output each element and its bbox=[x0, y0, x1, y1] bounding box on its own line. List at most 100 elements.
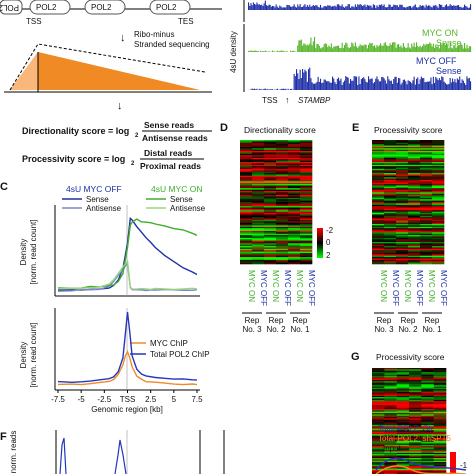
heat-cell bbox=[396, 193, 409, 196]
heat-cell bbox=[396, 179, 409, 182]
heat-cell bbox=[264, 185, 277, 188]
heat-cell bbox=[264, 262, 277, 265]
x-tick-label: 7.5 bbox=[191, 395, 203, 404]
heat-cell bbox=[420, 179, 433, 182]
track-bar bbox=[443, 81, 445, 90]
heat-cell bbox=[372, 255, 385, 258]
heat-cell bbox=[396, 185, 409, 188]
track-bar bbox=[352, 6, 354, 10]
track-bar bbox=[396, 82, 398, 90]
heat-cell bbox=[372, 443, 385, 446]
heat-cell bbox=[372, 415, 385, 418]
heat-cell bbox=[300, 160, 313, 163]
heat-cell bbox=[372, 377, 385, 379]
track-bar bbox=[410, 81, 412, 90]
heat-cell bbox=[396, 207, 409, 210]
track-bar bbox=[453, 46, 455, 52]
heat-cell bbox=[432, 141, 445, 144]
heat-cell bbox=[252, 204, 265, 207]
track-bar bbox=[321, 7, 323, 10]
track-bar bbox=[255, 50, 257, 52]
heat-cell bbox=[300, 246, 313, 248]
heat-cell bbox=[432, 255, 445, 258]
track-bar bbox=[286, 4, 288, 10]
track-bar bbox=[406, 6, 408, 10]
heat-cell bbox=[421, 435, 434, 438]
heat-cell bbox=[240, 218, 253, 221]
heat-cell bbox=[240, 202, 253, 204]
heat-cell bbox=[300, 184, 313, 186]
heat-cell bbox=[409, 443, 422, 446]
heat-cell bbox=[420, 213, 433, 215]
heat-cell bbox=[276, 179, 289, 182]
heat-cell bbox=[420, 252, 433, 255]
track-bar bbox=[380, 81, 382, 90]
heat-cell bbox=[264, 189, 277, 192]
heat-cell bbox=[252, 168, 265, 171]
track-bar bbox=[299, 4, 301, 10]
heat-cell bbox=[384, 451, 397, 454]
heat-cell bbox=[276, 254, 289, 257]
heat-cell bbox=[433, 371, 447, 374]
heat-cell bbox=[420, 215, 433, 218]
down-arrow: ↓ bbox=[120, 32, 126, 44]
heat-cell bbox=[240, 208, 253, 211]
track-bar bbox=[438, 48, 440, 52]
heat-cell bbox=[252, 184, 265, 186]
heat-cell bbox=[396, 196, 409, 199]
heat-cell bbox=[276, 195, 289, 197]
heat-cell bbox=[372, 257, 385, 259]
heat-cell bbox=[432, 206, 445, 208]
track-bar bbox=[414, 84, 416, 90]
heat-cell bbox=[432, 230, 445, 233]
heat-cell bbox=[421, 447, 434, 450]
heat-cell bbox=[432, 222, 445, 225]
heat-cell bbox=[420, 182, 433, 185]
heat-cell bbox=[300, 140, 313, 142]
track-bar bbox=[314, 36, 316, 52]
heat-cell bbox=[396, 417, 410, 419]
heat-cell bbox=[252, 222, 265, 225]
heat-cell bbox=[288, 178, 301, 181]
track-bar bbox=[297, 73, 299, 90]
panel-d-title: Directionality score bbox=[244, 125, 316, 135]
track-bar bbox=[382, 5, 384, 10]
track-bar bbox=[336, 45, 338, 52]
track-bar bbox=[333, 78, 335, 90]
heat-cell bbox=[384, 422, 397, 424]
heat-cell bbox=[396, 203, 409, 206]
track-bar bbox=[466, 44, 468, 52]
heat-cell bbox=[409, 440, 422, 443]
track-bar bbox=[279, 51, 281, 52]
track-bar bbox=[359, 4, 361, 10]
heat-cell bbox=[432, 156, 445, 159]
track-bar bbox=[461, 45, 463, 52]
heat-cell bbox=[240, 210, 253, 212]
heat-cell bbox=[421, 418, 434, 420]
track-bar bbox=[372, 83, 374, 90]
heat-cell bbox=[384, 373, 397, 375]
heat-cell bbox=[408, 239, 421, 241]
heat-cell bbox=[396, 255, 409, 258]
heat-cell bbox=[372, 241, 385, 244]
heat-cell bbox=[396, 175, 409, 178]
heat-cell bbox=[396, 204, 409, 207]
track-bar bbox=[417, 77, 419, 90]
track-bar bbox=[322, 82, 324, 90]
heat-cell bbox=[372, 217, 385, 219]
heat-cell bbox=[408, 189, 421, 192]
track-bar bbox=[309, 67, 311, 90]
track-bar bbox=[405, 81, 407, 90]
heat-cell bbox=[396, 398, 410, 401]
heat-cell bbox=[384, 195, 397, 197]
heat-cell bbox=[421, 390, 434, 393]
heat-cell bbox=[396, 370, 410, 373]
heat-cell bbox=[396, 206, 409, 208]
heat-cell bbox=[409, 398, 422, 401]
heat-cell bbox=[432, 232, 445, 234]
heat-cell bbox=[420, 188, 433, 190]
heat-cell bbox=[372, 375, 385, 378]
heat-cell bbox=[240, 196, 253, 199]
track-bar bbox=[261, 89, 263, 90]
track-bar bbox=[400, 4, 402, 10]
